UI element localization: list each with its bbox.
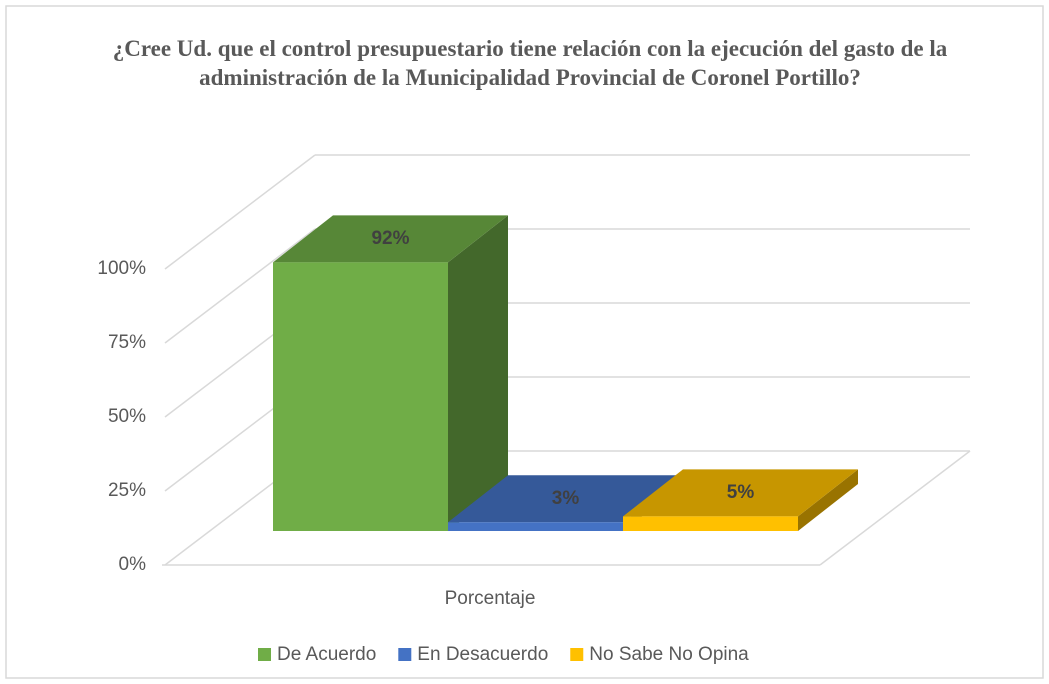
bars: 92% 3% 5% xyxy=(273,215,858,532)
bar xyxy=(448,522,623,531)
y-tick-label: 0% xyxy=(119,554,147,575)
y-tick-label: 100% xyxy=(97,258,146,279)
bar xyxy=(273,262,448,531)
legend-label: En Desacuerdo xyxy=(417,644,548,665)
bar-side xyxy=(448,215,508,532)
bar-top xyxy=(273,215,508,263)
y-tick-label: 25% xyxy=(108,480,146,501)
legend-swatch xyxy=(398,648,412,661)
data-label: 92% xyxy=(371,228,409,249)
x-category-label: Porcentaje xyxy=(445,588,536,609)
legend-swatch xyxy=(258,648,271,661)
bar-top xyxy=(623,469,858,517)
legend-label: No Sabe No Opina xyxy=(589,644,749,665)
bar-top xyxy=(448,475,683,523)
legend-label: De Acuerdo xyxy=(277,644,376,665)
grid-line xyxy=(164,154,316,270)
grid-line xyxy=(164,228,316,344)
chart-border xyxy=(5,5,1044,679)
bar-side xyxy=(798,469,858,531)
data-label: 3% xyxy=(552,488,580,509)
data-label: 5% xyxy=(727,482,755,503)
chart-title: ¿Cree Ud. que el control presupuestario … xyxy=(112,36,948,90)
legend-swatch xyxy=(570,648,584,661)
floor-right xyxy=(819,450,971,566)
y-tick-label: 50% xyxy=(108,406,146,427)
legend: De Acuerdo En Desacuerdo No Sabe No Opina xyxy=(258,644,749,665)
y-tick-label: 75% xyxy=(108,332,146,353)
bar xyxy=(623,516,798,531)
